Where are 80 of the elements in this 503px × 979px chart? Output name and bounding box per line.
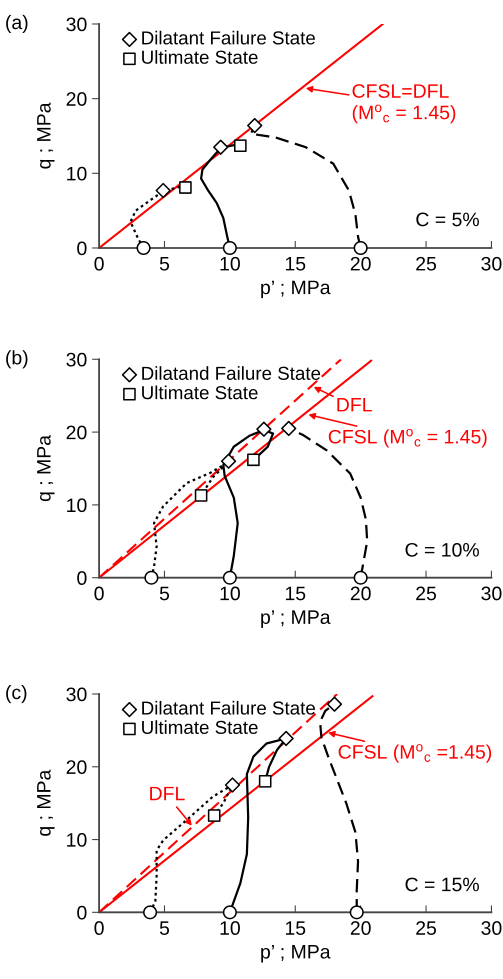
y-tick-label: 20 <box>66 426 87 440</box>
x-tick-label: 25 <box>416 256 436 271</box>
point <box>208 809 220 822</box>
x-tick-label: 0 <box>94 921 104 935</box>
point <box>247 118 262 134</box>
x-tick-label: 25 <box>416 921 436 935</box>
legend-label: Dilatand Failure State <box>142 366 320 380</box>
x-tick-label: 30 <box>481 921 502 935</box>
point <box>281 420 296 436</box>
legend-label: Dilatant Failure State <box>142 30 315 45</box>
x-axis-title: p’ ; MPa <box>261 280 331 298</box>
point <box>222 240 237 255</box>
point <box>222 905 237 920</box>
point <box>194 489 208 502</box>
legend-label: Ultimate State <box>142 386 258 400</box>
y-tick-label: 0 <box>77 906 87 920</box>
x-axis-title: p’ ; MPa <box>261 945 331 962</box>
x-tick-label: 15 <box>286 921 306 935</box>
x-tick-label: 5 <box>160 257 170 271</box>
annotation: CFSL (M$^{o}$$_{c}$ = 1.45) <box>328 428 487 448</box>
x-tick-label: 15 <box>286 586 306 600</box>
x-tick-label: 25 <box>416 586 436 600</box>
y-tick-label: 10 <box>67 166 87 181</box>
point <box>354 570 368 585</box>
point <box>354 240 368 255</box>
point <box>144 570 158 585</box>
point <box>220 454 236 469</box>
point <box>256 422 272 437</box>
point <box>234 139 247 152</box>
y-tick-label: 0 <box>77 571 87 585</box>
legend-label: Ultimate State <box>142 720 258 734</box>
x-tick-label: 10 <box>220 921 240 935</box>
legend-label: Ultimate State <box>142 50 258 64</box>
y-axis-title: q ; MPa <box>37 770 55 836</box>
point <box>222 570 237 585</box>
y-axis-title: q ; MPa <box>37 102 55 169</box>
point <box>156 182 171 198</box>
x-tick-label: 20 <box>350 921 371 935</box>
annotation: C = 15% <box>406 878 479 892</box>
annotation: DFL <box>150 786 185 800</box>
point <box>258 775 272 788</box>
x-tick-label: 0 <box>94 256 104 271</box>
legend-label: Dilatant Failure State <box>142 700 315 715</box>
x-tick-label: 15 <box>286 257 306 271</box>
annotation: CFSL=DFL (M$^{o}$$_{c}$ = 1.45) <box>352 84 456 124</box>
y-tick-label: 20 <box>66 92 87 106</box>
annotation: C = 10% <box>406 542 479 557</box>
x-tick-label: 0 <box>94 586 104 600</box>
y-tick-label: 30 <box>66 687 87 702</box>
y-tick-label: 20 <box>66 760 87 774</box>
x-tick-label: 30 <box>481 256 502 271</box>
point <box>326 696 342 712</box>
x-tick-label: 5 <box>160 921 170 935</box>
y-axis-title: q ; MPa <box>37 435 55 502</box>
y-tick-label: 0 <box>77 241 87 256</box>
point <box>136 240 151 255</box>
x-axis-title: p’ ; MPa <box>261 610 331 628</box>
point <box>247 453 260 466</box>
chart-title: (b) <box>6 350 28 368</box>
point <box>278 730 294 746</box>
x-tick-label: 10 <box>220 586 240 600</box>
point <box>179 181 192 194</box>
x-tick-label: 30 <box>481 586 502 600</box>
x-tick-label: 10 <box>220 256 240 271</box>
chart-title: (c) <box>6 684 26 704</box>
annotation: DFL <box>337 398 372 412</box>
chart-title: (a) <box>6 14 28 34</box>
y-tick-label: 30 <box>66 352 87 367</box>
x-tick-label: 20 <box>350 586 371 600</box>
point <box>213 140 228 155</box>
y-tick-label: 30 <box>66 17 87 32</box>
x-tick-label: 5 <box>160 586 170 600</box>
point <box>350 905 364 920</box>
y-tick-label: 10 <box>67 833 87 847</box>
x-tick-label: 20 <box>350 256 371 271</box>
point <box>143 905 158 920</box>
point <box>224 777 240 793</box>
y-tick-label: 10 <box>67 498 87 512</box>
annotation: C = 5% <box>416 212 479 226</box>
annotation: CFSL (M$^{o}$$_{c}$ =1.45) <box>338 744 492 763</box>
